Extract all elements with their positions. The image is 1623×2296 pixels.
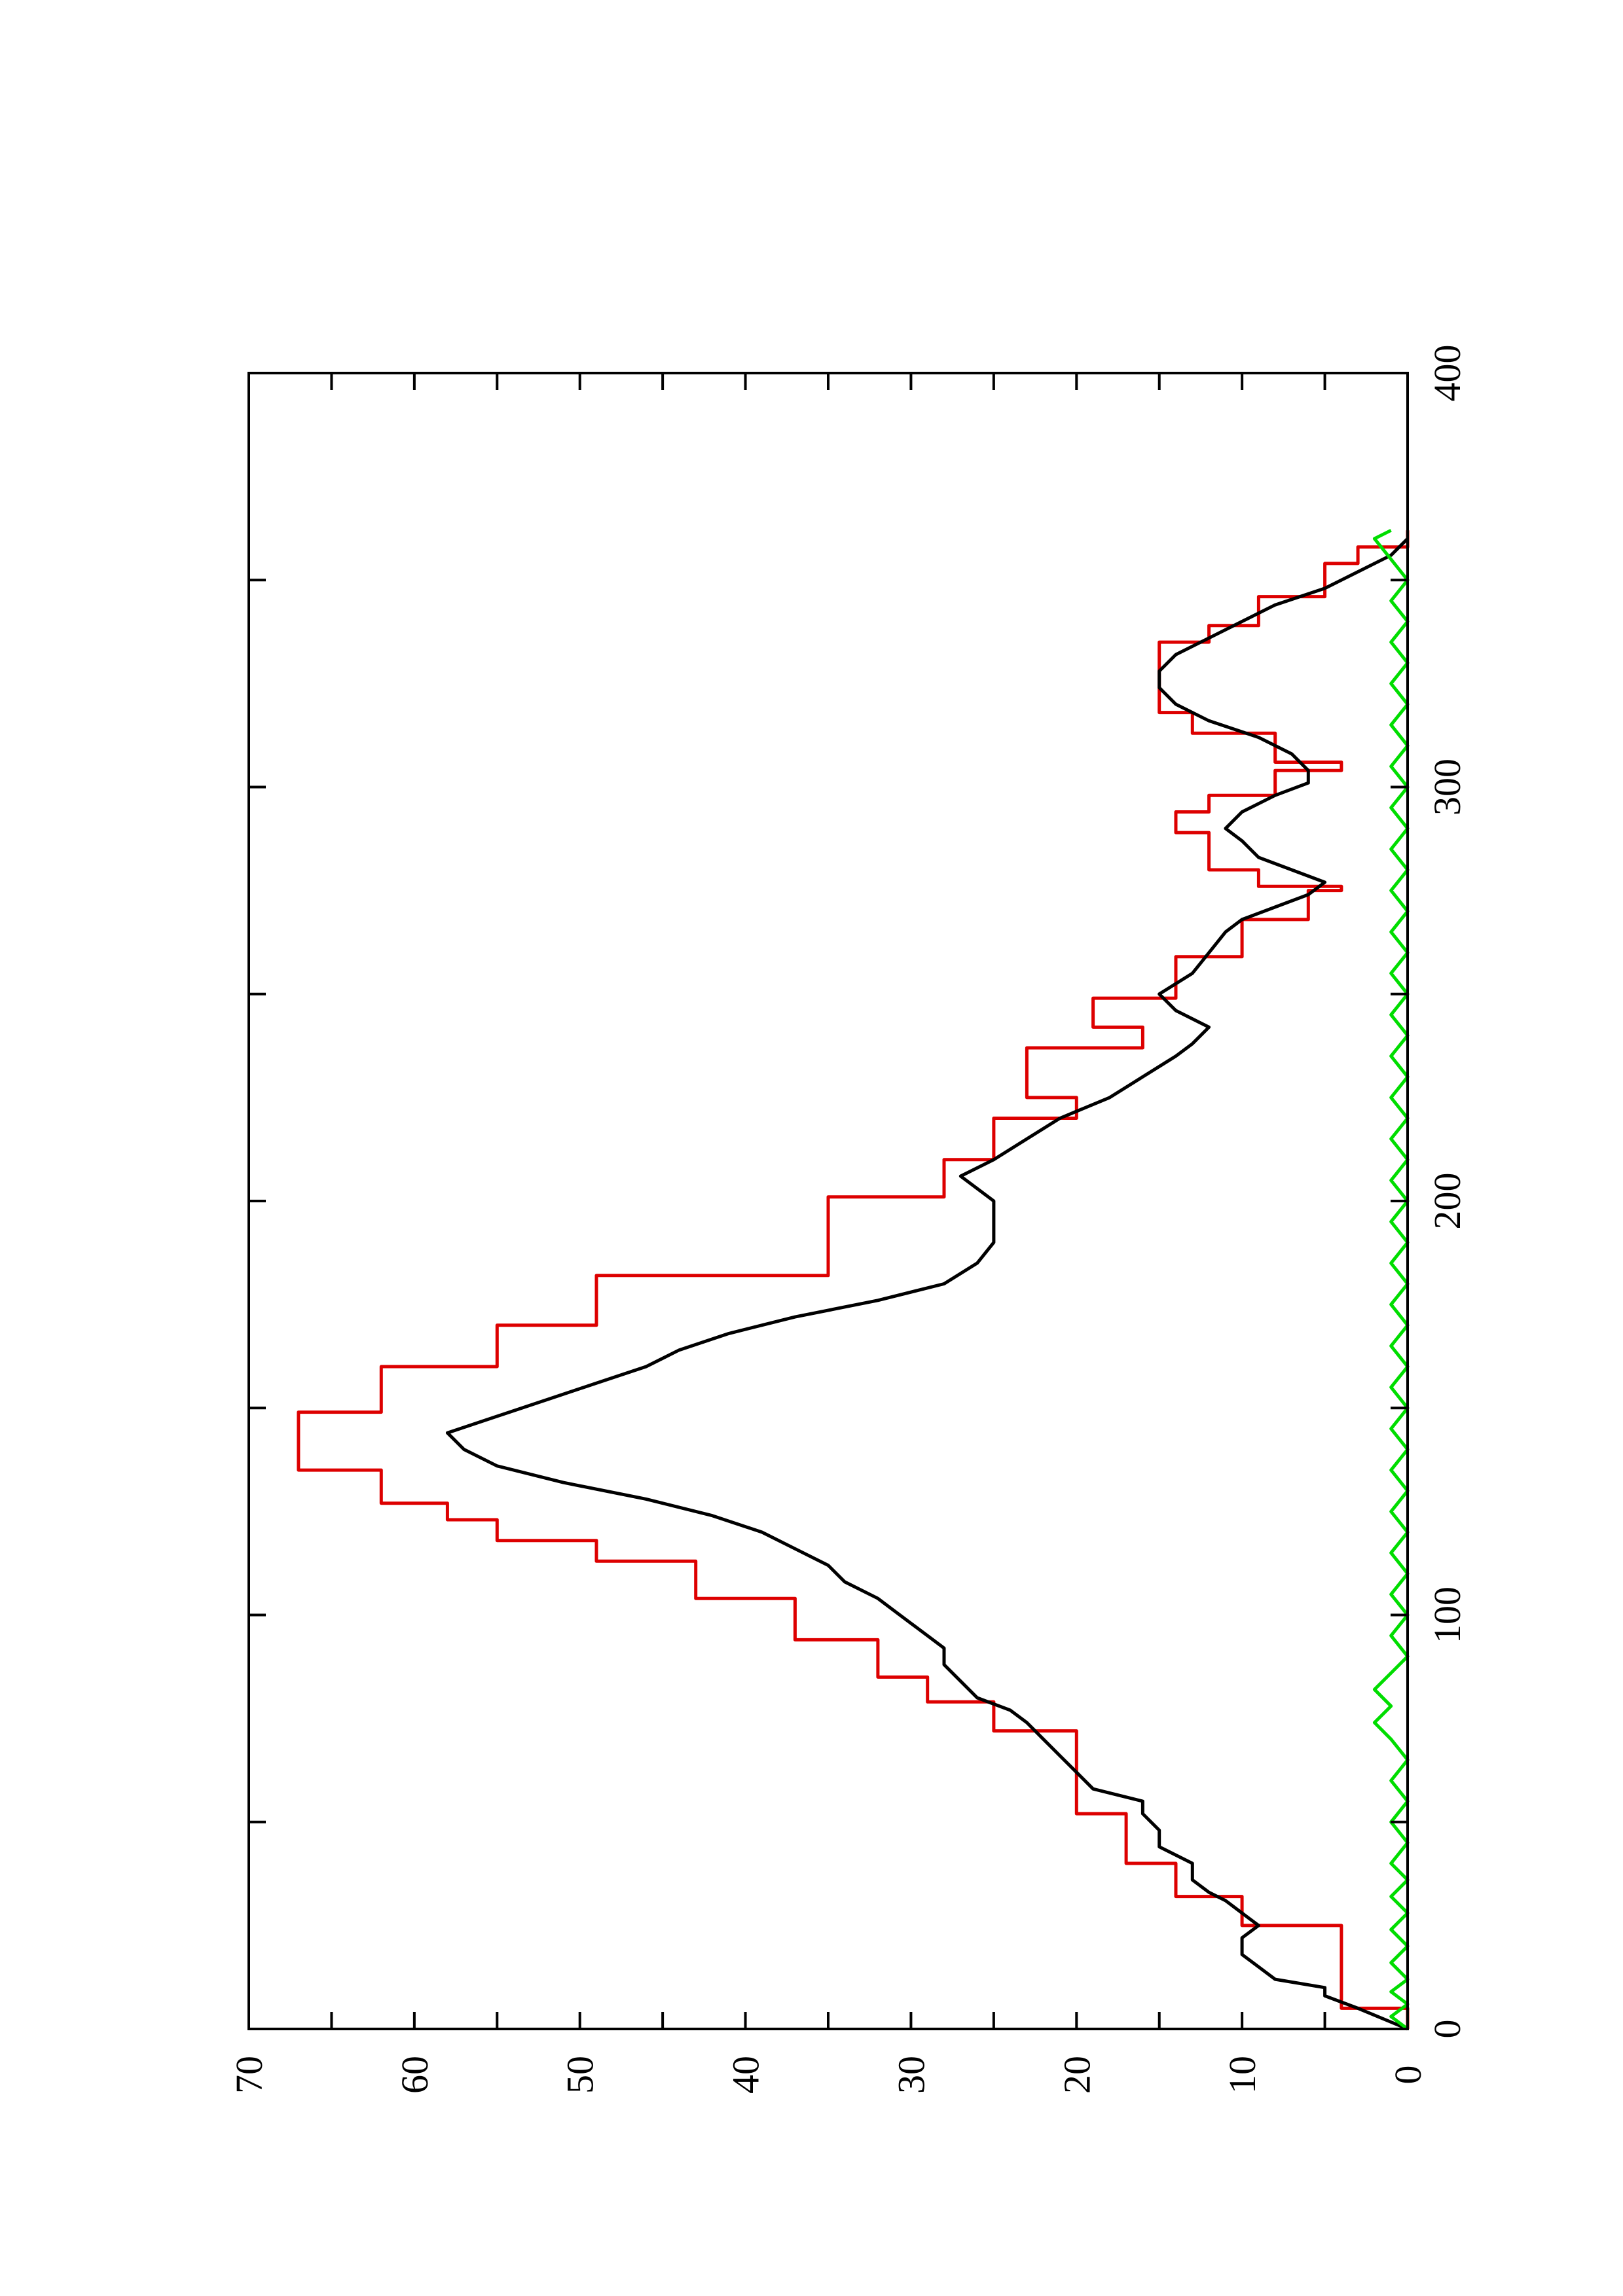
y-tick-label: 40 xyxy=(725,2056,767,2094)
x-axis: 0 100 200 300 400 xyxy=(249,345,1468,2039)
y-tick-label: 30 xyxy=(890,2056,932,2094)
series-line-2 xyxy=(445,537,1409,2031)
x-tick-label: 200 xyxy=(1426,1173,1468,1230)
y-tick-label: 10 xyxy=(1221,2056,1264,2094)
series-line-3 xyxy=(1372,529,1410,2030)
y-tick-label: 0 xyxy=(1387,2066,1429,2085)
y-tick-label: 50 xyxy=(559,2056,602,2094)
x-tick-label: 300 xyxy=(1426,759,1468,816)
y-tick-label: 70 xyxy=(228,2056,270,2094)
x-tick-label: 400 xyxy=(1426,345,1468,402)
x-tick-label: 0 xyxy=(1426,2020,1468,2039)
series-layer xyxy=(297,529,1410,2031)
series-line-1 xyxy=(297,530,1410,2029)
y-tick-label: 20 xyxy=(1055,2056,1098,2094)
y-axis: 0 10 20 30 40 50 60 70 xyxy=(228,373,1429,2094)
x-tick-label: 100 xyxy=(1426,1587,1468,1643)
y-tick-label: 60 xyxy=(393,2056,436,2094)
